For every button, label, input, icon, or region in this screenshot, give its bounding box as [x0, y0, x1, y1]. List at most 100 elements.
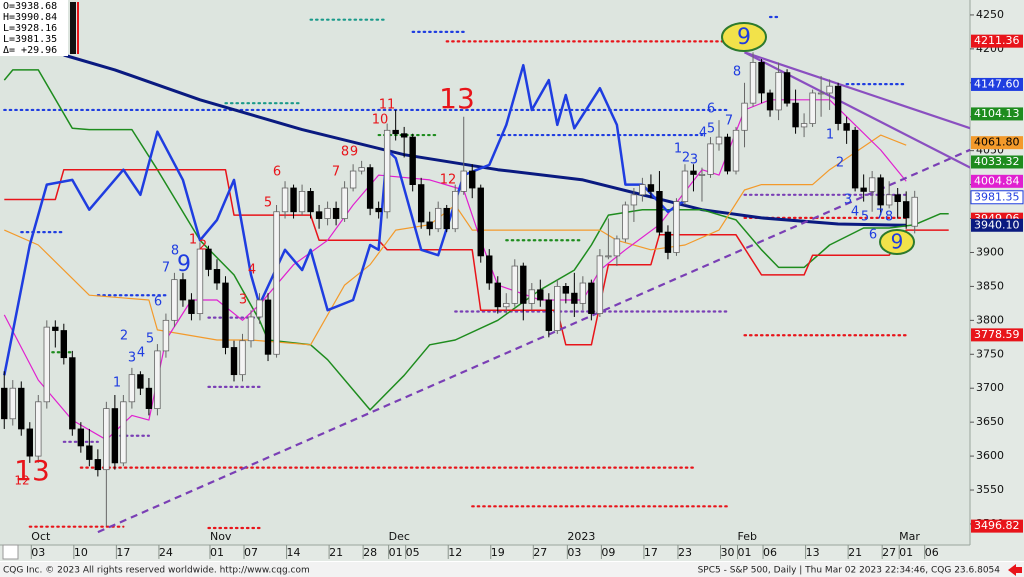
footer-background: [0, 562, 1024, 577]
candle-body: [213, 269, 221, 284]
period-label: 2023: [567, 530, 595, 543]
candle-body: [324, 207, 331, 219]
td-count: 1: [113, 376, 121, 391]
candle-body: [673, 201, 680, 253]
x-tick-label: 03: [567, 546, 581, 559]
candle-body: [69, 357, 76, 430]
td-count: 3: [239, 293, 247, 308]
candle-body: [154, 350, 161, 409]
candle-body: [332, 207, 340, 219]
x-tick-label: 09: [601, 546, 615, 559]
candle-body: [809, 92, 816, 124]
candle-body: [392, 129, 399, 135]
candles-layer: [1, 52, 918, 526]
candle-body: [613, 238, 621, 257]
td-count: 10: [372, 113, 389, 128]
ohlc-low: L=3928.16: [3, 23, 57, 34]
candle-body: [426, 221, 433, 230]
x-tick-label: 01: [210, 546, 224, 559]
overlay-line: [3, 69, 949, 411]
price-flag: [971, 519, 1023, 533]
candle-body: [145, 387, 153, 409]
candle-body: [1, 387, 8, 420]
candle-body: [205, 248, 212, 270]
candle-body: [851, 129, 859, 189]
td-count: 7: [725, 114, 733, 129]
candle-body: [690, 170, 697, 175]
td-count: 1: [674, 142, 682, 157]
candle-body: [52, 326, 59, 331]
candle-body: [868, 177, 876, 192]
x-tick-label: 30: [721, 546, 735, 559]
y-tick-label: 3900: [976, 245, 1004, 258]
x-tick-label: 01: [738, 546, 752, 559]
x-tick-label: 05: [406, 546, 420, 559]
candle-body: [469, 170, 476, 189]
candle-body: [605, 255, 612, 258]
candle-body: [35, 401, 42, 457]
candle-body: [137, 374, 144, 389]
td-count: 7: [876, 208, 884, 223]
price-flag: [971, 155, 1023, 169]
td-count: 11: [379, 98, 396, 113]
td-count: 8: [171, 244, 179, 259]
td-count: 5: [146, 332, 154, 347]
td-count: 6: [869, 228, 877, 243]
td-count: 9: [737, 25, 751, 50]
candle-body: [298, 190, 306, 213]
candle-body: [571, 292, 578, 304]
td-count: 7: [332, 165, 340, 180]
candle-body: [860, 187, 867, 192]
candle-body: [732, 129, 740, 172]
trend-line: [744, 51, 970, 130]
td-count: 13: [14, 454, 50, 487]
candle-body: [349, 170, 357, 189]
td-count: 8: [885, 210, 893, 225]
candle-body: [264, 299, 272, 355]
candle-body: [417, 184, 425, 223]
scroll-arrow[interactable]: [1008, 564, 1022, 576]
candle-body: [741, 102, 748, 131]
td-count: 13: [439, 82, 475, 115]
td-count: 6: [154, 295, 162, 310]
td-count: 9: [891, 230, 904, 254]
td-count: 3: [690, 153, 698, 168]
price-flag-label: 4061.80: [974, 136, 1020, 149]
candle-body: [188, 299, 195, 314]
candle-body: [775, 72, 782, 111]
candle-body: [290, 187, 297, 213]
candle-body: [375, 207, 382, 213]
overlay-line: [63, 53, 907, 227]
candle-body: [698, 174, 706, 176]
candle-body: [911, 196, 918, 227]
candle-body: [60, 330, 68, 359]
candle-body: [273, 211, 280, 355]
candle-body: [766, 92, 774, 111]
price-flag: [971, 174, 1023, 188]
candle-body: [528, 289, 535, 304]
candle-body: [341, 187, 348, 219]
candle-body: [307, 190, 314, 213]
td-count: 12: [14, 474, 29, 488]
price-flag: [971, 218, 1023, 232]
x-tick-label: 17: [644, 546, 658, 559]
price-flag: [971, 328, 1023, 342]
candle-body: [460, 170, 467, 192]
period-label: Feb: [738, 530, 757, 543]
candle-body: [43, 326, 50, 403]
td-count: 2: [836, 156, 844, 171]
price-flag: [971, 107, 1023, 121]
x-tick-label: 19: [491, 546, 505, 559]
x-tick-label: 12: [448, 546, 462, 559]
td-count: 4: [851, 205, 859, 220]
candle-body: [656, 190, 663, 233]
candle-body: [511, 265, 518, 304]
candle-body: [315, 211, 323, 219]
candle-body: [826, 85, 833, 94]
y-tick-label: 3800: [976, 313, 1004, 326]
price-flag-label: 3496.82: [974, 519, 1020, 532]
y-tick-label: 3850: [976, 279, 1004, 292]
candle-body: [9, 387, 16, 420]
price-flag: [970, 190, 1024, 205]
